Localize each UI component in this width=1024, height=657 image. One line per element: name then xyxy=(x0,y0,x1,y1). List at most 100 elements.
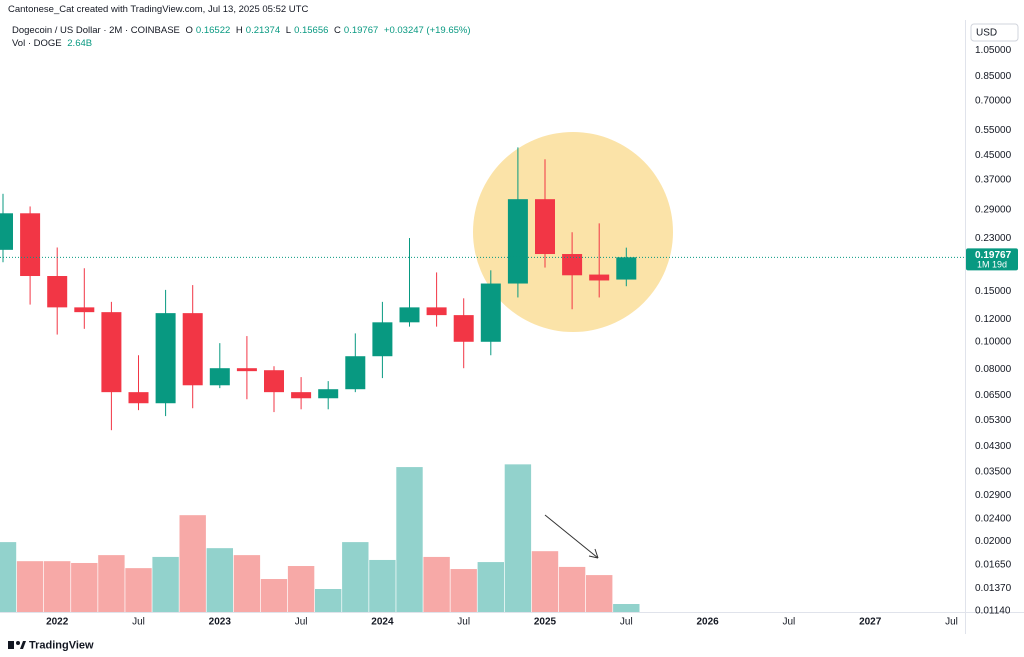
ohlc-value: 0.16522 xyxy=(195,25,231,36)
volume-bar xyxy=(423,556,450,612)
candle-body xyxy=(535,199,555,255)
candle-wick xyxy=(598,223,600,298)
candle-body xyxy=(155,313,176,404)
y-tick-label: 0.02000 xyxy=(975,536,1012,547)
x-tick-label: Jul xyxy=(132,617,145,628)
attribution: Cantonese_Cat created with TradingView.c… xyxy=(8,4,309,15)
candle-wick xyxy=(436,272,438,327)
x-tick-label: Jul xyxy=(295,617,308,628)
highlight-circle xyxy=(473,132,673,332)
y-tick-label: 0.08000 xyxy=(975,364,1012,375)
candle-body xyxy=(264,370,284,393)
volume-name: Vol · DOGE xyxy=(12,38,62,49)
y-tick-label: 0.05300 xyxy=(975,415,1012,426)
y-tick-label: 0.03500 xyxy=(975,467,1012,478)
volume-bar xyxy=(179,515,206,612)
y-tick-label: 0.15000 xyxy=(975,286,1012,297)
ohlc-value: 0.19767 xyxy=(343,25,379,36)
currency-box[interactable] xyxy=(970,23,1019,42)
y-tick-label: 0.29000 xyxy=(975,204,1012,215)
candle-body xyxy=(128,392,149,404)
ohlc-key: C xyxy=(334,25,341,36)
plot-area xyxy=(0,147,965,612)
candle-body xyxy=(20,213,41,277)
candle-wick xyxy=(138,355,139,411)
volume-bar xyxy=(369,559,396,612)
volume-bar xyxy=(125,568,152,612)
y-tick-label: 0.70000 xyxy=(975,95,1012,106)
y-tick-label: 0.02900 xyxy=(975,490,1012,501)
candle-body xyxy=(101,312,122,393)
candle-body xyxy=(291,392,312,399)
candle-body xyxy=(0,213,13,250)
attribution-line: Cantonese_Cat created with TradingView.c… xyxy=(8,4,311,15)
volume-legend-line: Vol · DOGE 2.64B xyxy=(12,38,95,49)
y-tick-label: 0.01650 xyxy=(975,560,1012,571)
candle-body xyxy=(480,283,501,342)
legend-line: Dogecoin / US Dollar · 2M · COINBASE O 0.… xyxy=(12,25,474,36)
volume-bar xyxy=(315,589,342,612)
volume-bar xyxy=(477,562,504,612)
y-tick-label: 0.12000 xyxy=(975,314,1012,325)
volume-bar xyxy=(396,467,423,612)
last-price-box xyxy=(966,248,1018,271)
volume-bar xyxy=(558,566,586,612)
logo-mark xyxy=(8,641,14,649)
candle-body xyxy=(318,389,339,399)
candle-body xyxy=(47,276,68,308)
candle-wick xyxy=(219,343,221,389)
candle-body xyxy=(562,254,583,276)
y-tick-label: 1.05000 xyxy=(975,45,1012,56)
volume-bar xyxy=(450,569,477,612)
y-tick-label: 0.04300 xyxy=(975,441,1012,452)
volume-bar xyxy=(613,604,640,612)
y-tick-label: 0.02400 xyxy=(975,513,1012,524)
volume-bar xyxy=(16,561,44,612)
volume-bar xyxy=(260,579,288,612)
y-tick-label: 0.01140 xyxy=(975,606,1011,617)
volume-bar xyxy=(206,548,233,612)
candle-body xyxy=(345,356,366,390)
y-tick-label: 0.01370 xyxy=(975,583,1012,594)
logo: TradingView xyxy=(8,639,94,651)
candle-body xyxy=(453,315,474,342)
x-tick-label: 2027 xyxy=(859,617,882,628)
volume-bar xyxy=(0,542,17,612)
volume-bar xyxy=(44,561,71,612)
candle-wick xyxy=(409,238,410,327)
x-tick-label: 2025 xyxy=(534,617,557,628)
last-price-label: 0.19767 xyxy=(975,250,1012,261)
x-tick-label: Jul xyxy=(457,617,470,628)
y-tick-label: 0.10000 xyxy=(975,336,1012,347)
ohlc-key: O xyxy=(185,25,193,36)
x-tick-label: 2024 xyxy=(371,617,394,628)
candle-body xyxy=(507,199,528,284)
x-tick-label: Jul xyxy=(945,617,958,628)
volume-bar xyxy=(531,551,559,612)
candle-body xyxy=(372,322,393,357)
candle-body xyxy=(182,313,203,386)
ohlc-key: L xyxy=(285,25,292,36)
volume-bar xyxy=(152,556,179,612)
y-tick-label: 0.23000 xyxy=(975,233,1012,244)
currency-label: USD xyxy=(976,28,997,39)
ohlc-key: H xyxy=(235,25,243,36)
candle-body xyxy=(74,307,95,313)
x-tick-label: 2022 xyxy=(46,617,69,628)
change-label: +0.03247 (+19.65%) xyxy=(383,25,471,36)
candle-wick xyxy=(246,336,248,400)
candle-body xyxy=(399,307,420,323)
candle-body xyxy=(236,368,257,372)
x-tick-label: 2023 xyxy=(209,617,232,628)
y-tick-label: 0.55000 xyxy=(975,125,1012,136)
ohlc-value: 0.15656 xyxy=(294,25,329,36)
trend-arrow xyxy=(544,514,599,559)
volume-bar xyxy=(586,575,613,612)
y-tick-label: 0.06500 xyxy=(975,390,1012,401)
y-tick-label: 0.45000 xyxy=(975,150,1012,161)
volume-bar xyxy=(71,562,98,612)
symbol-title: Dogecoin / US Dollar · 2M · COINBASE xyxy=(12,25,180,36)
volume-bar xyxy=(233,555,261,612)
